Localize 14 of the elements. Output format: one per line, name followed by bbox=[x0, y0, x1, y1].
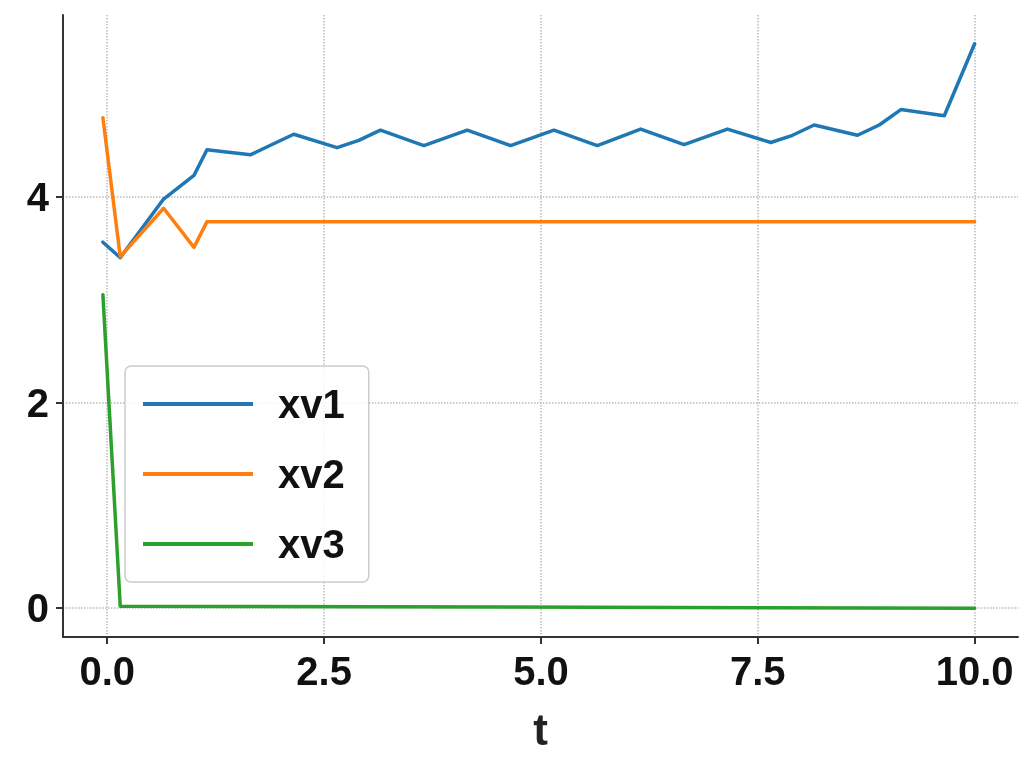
y-tick-label: 2 bbox=[26, 380, 49, 425]
x-tick-label: 5.0 bbox=[513, 649, 569, 693]
legend-label: xv1 bbox=[278, 382, 345, 426]
legend-label: xv3 bbox=[278, 522, 345, 566]
line-series bbox=[101, 42, 977, 260]
x-axis-title: t bbox=[533, 704, 549, 754]
legend-label: xv2 bbox=[278, 452, 345, 496]
x-tick-label: 2.5 bbox=[296, 649, 352, 693]
line-series bbox=[101, 116, 977, 259]
y-tick-label: 0 bbox=[26, 586, 49, 631]
y-tick-label: 4 bbox=[26, 174, 50, 219]
x-tick-label: 0.0 bbox=[79, 649, 136, 693]
x-tick-label: 10.0 bbox=[935, 649, 1014, 693]
x-tick-label: 7.5 bbox=[729, 649, 786, 693]
